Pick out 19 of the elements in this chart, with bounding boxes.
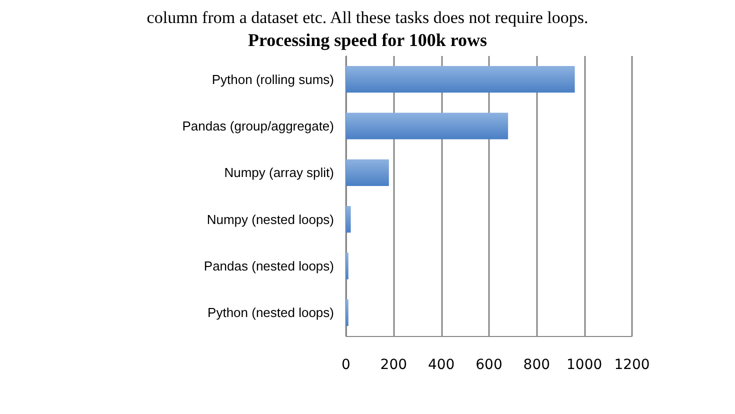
x-tick-label: 1000 [566, 357, 602, 373]
bar [346, 66, 575, 93]
x-tick-label: 400 [428, 357, 455, 373]
y-tick-label: Numpy (array split) [224, 165, 334, 180]
y-tick-label: Python (rolling sums) [212, 72, 334, 87]
y-tick-label: Pandas (group/aggregate) [182, 118, 334, 134]
chart-title: Processing speed for 100k rows [248, 30, 488, 50]
y-tick-label: Pandas (nested loops) [204, 258, 334, 274]
y-tick-label: Python (nested loops) [208, 305, 334, 320]
x-tick-label: 600 [476, 357, 502, 373]
y-tick-label: Numpy (nested loops) [206, 212, 334, 227]
x-tick-label: 1200 [614, 357, 650, 373]
bar [346, 159, 389, 186]
bar [346, 112, 508, 140]
text: column from a dataset etc. All these tasks does not require loops. [146, 8, 588, 27]
x-tick-label: 200 [380, 357, 408, 373]
bar [346, 206, 351, 233]
x-tick-label: 800 [523, 357, 550, 373]
x-tick-label: 0 [342, 357, 350, 373]
